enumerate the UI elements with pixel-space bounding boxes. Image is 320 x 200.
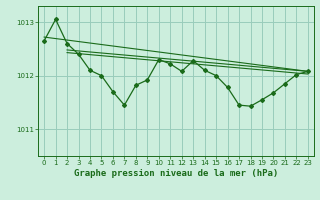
X-axis label: Graphe pression niveau de la mer (hPa): Graphe pression niveau de la mer (hPa) xyxy=(74,169,278,178)
